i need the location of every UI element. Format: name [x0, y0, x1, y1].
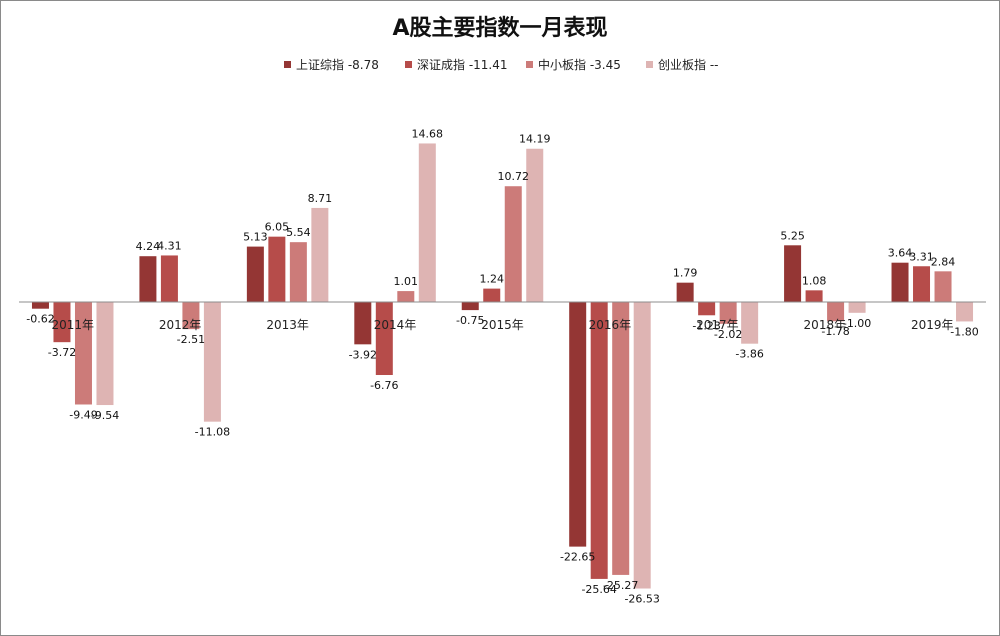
bar-4-1 [96, 302, 114, 406]
legend-swatch-2 [405, 61, 412, 68]
data-label-4-8: -1.00 [843, 317, 871, 330]
data-label-4-3: 8.71 [308, 192, 333, 205]
legend-swatch-3 [526, 61, 533, 68]
data-label-3-9: 2.84 [931, 255, 956, 268]
legend-entry-4: 创业板指 -- [658, 57, 718, 72]
bar-4-8 [848, 302, 866, 313]
bar-4-6 [633, 302, 651, 589]
bar-3-6 [612, 302, 630, 575]
bar-1-1 [31, 302, 49, 309]
category-label-2: 2012年 [159, 318, 202, 332]
bar-2-6 [590, 302, 608, 579]
data-label-1-3: 5.13 [243, 231, 268, 244]
category-label-6: 2016年 [589, 318, 632, 332]
data-label-4-6: -26.53 [624, 593, 659, 606]
bar-3-2 [182, 302, 200, 330]
data-labels: -0.62 -3.72 -9.49-9.54 4.244.31 -2.51 -11.08 5… [26, 127, 979, 605]
bar-2-7 [698, 302, 716, 316]
bar-1-7 [676, 282, 694, 302]
legend-swatch-1 [284, 61, 291, 68]
data-label-2-2: 4.31 [157, 239, 182, 252]
data-label-4-1: -9.54 [91, 409, 119, 422]
data-label-1-5: -0.75 [456, 314, 484, 327]
category-label-9: 2019年 [911, 318, 954, 332]
bar-2-2 [160, 255, 178, 302]
legend-entry-3: 中小板指 -3.45 [538, 57, 621, 72]
category-labels: 2011年 2012年 2013年 2014年 2015年 2016年 2017年 2018年… [51, 318, 953, 332]
bar-2-5 [483, 288, 501, 302]
data-label-3-1: -9.49 [69, 408, 97, 421]
data-label-3-4: 1.01 [394, 275, 419, 288]
data-label-4-2: -11.08 [195, 426, 230, 439]
bar-4-9 [956, 302, 974, 322]
data-label-1-1: -0.62 [26, 313, 54, 326]
legend-swatch-4 [646, 61, 653, 68]
bar-4-4 [418, 143, 436, 302]
data-label-1-7: 1.79 [673, 267, 698, 280]
legend-entry-1: 上证综指 -8.78 [296, 57, 379, 72]
data-label-2-9: 3.31 [909, 250, 934, 263]
bar-3-9 [934, 271, 952, 302]
bar-4-3 [311, 207, 329, 302]
bar-4-5 [526, 148, 544, 302]
bar-3-8 [827, 302, 845, 322]
data-label-3-5: 10.72 [498, 170, 530, 183]
bar-2-8 [805, 290, 823, 302]
data-label-4-9: -1.80 [950, 325, 978, 338]
category-label-4: 2014年 [374, 318, 417, 332]
data-label-3-2: -2.51 [177, 333, 205, 346]
bar-1-3 [246, 246, 264, 302]
data-label-2-5: 1.24 [480, 273, 505, 286]
data-label-4-7: -3.86 [735, 348, 763, 361]
data-label-4-4: 14.68 [412, 127, 444, 140]
bar-1-9 [891, 262, 909, 302]
data-label-2-3: 6.05 [265, 221, 290, 234]
bars [31, 143, 974, 589]
category-label-8: 2018年 [804, 318, 847, 332]
bar-2-9 [913, 266, 931, 302]
chart-title: A股主要指数一月表现 [392, 15, 607, 41]
data-label-3-6: -25.27 [603, 579, 638, 592]
data-label-3-3: 5.54 [286, 226, 311, 239]
category-label-5: 2015年 [481, 318, 524, 332]
data-label-2-7: -1.23 [692, 319, 720, 332]
bar-3-4 [397, 291, 415, 302]
bar-1-5 [461, 302, 479, 311]
data-label-2-4: -6.76 [370, 379, 398, 392]
data-label-1-6: -22.65 [560, 551, 595, 564]
category-label-3: 2013年 [266, 318, 309, 332]
bar-1-2 [139, 256, 157, 302]
category-label-7: 2017年 [696, 318, 739, 332]
data-label-3-7: -2.02 [714, 328, 742, 341]
legend-entry-2: 深证成指 -11.41 [417, 57, 508, 72]
bar-3-7 [719, 302, 737, 324]
bar-3-3 [289, 242, 307, 302]
bar-1-6 [569, 302, 587, 547]
data-label-4-5: 14.19 [519, 133, 551, 146]
bar-4-7 [741, 302, 759, 344]
legend: 上证综指 -8.78 深证成指 -11.41 中小板指 -3.45 创业板指 -- [284, 57, 718, 72]
bar-2-4 [375, 302, 393, 376]
data-label-2-6: -25.64 [581, 583, 616, 596]
category-label-1: 2011年 [51, 318, 94, 332]
bar-1-8 [784, 245, 802, 302]
bar-2-1 [53, 302, 71, 343]
bar-4-2 [203, 302, 221, 422]
data-label-2-1: -3.72 [48, 346, 76, 359]
data-label-3-8: -1.78 [821, 325, 849, 338]
data-label-1-8: 5.25 [780, 229, 805, 242]
bar-3-5 [504, 186, 522, 302]
data-label-1-4: -3.92 [349, 348, 377, 361]
bar-2-3 [268, 236, 286, 302]
data-label-1-9: 3.64 [888, 247, 913, 260]
bar-3-1 [74, 302, 92, 405]
data-label-2-8: 1.08 [802, 274, 827, 287]
data-label-1-2: 4.24 [136, 240, 161, 253]
bar-1-4 [354, 302, 372, 345]
